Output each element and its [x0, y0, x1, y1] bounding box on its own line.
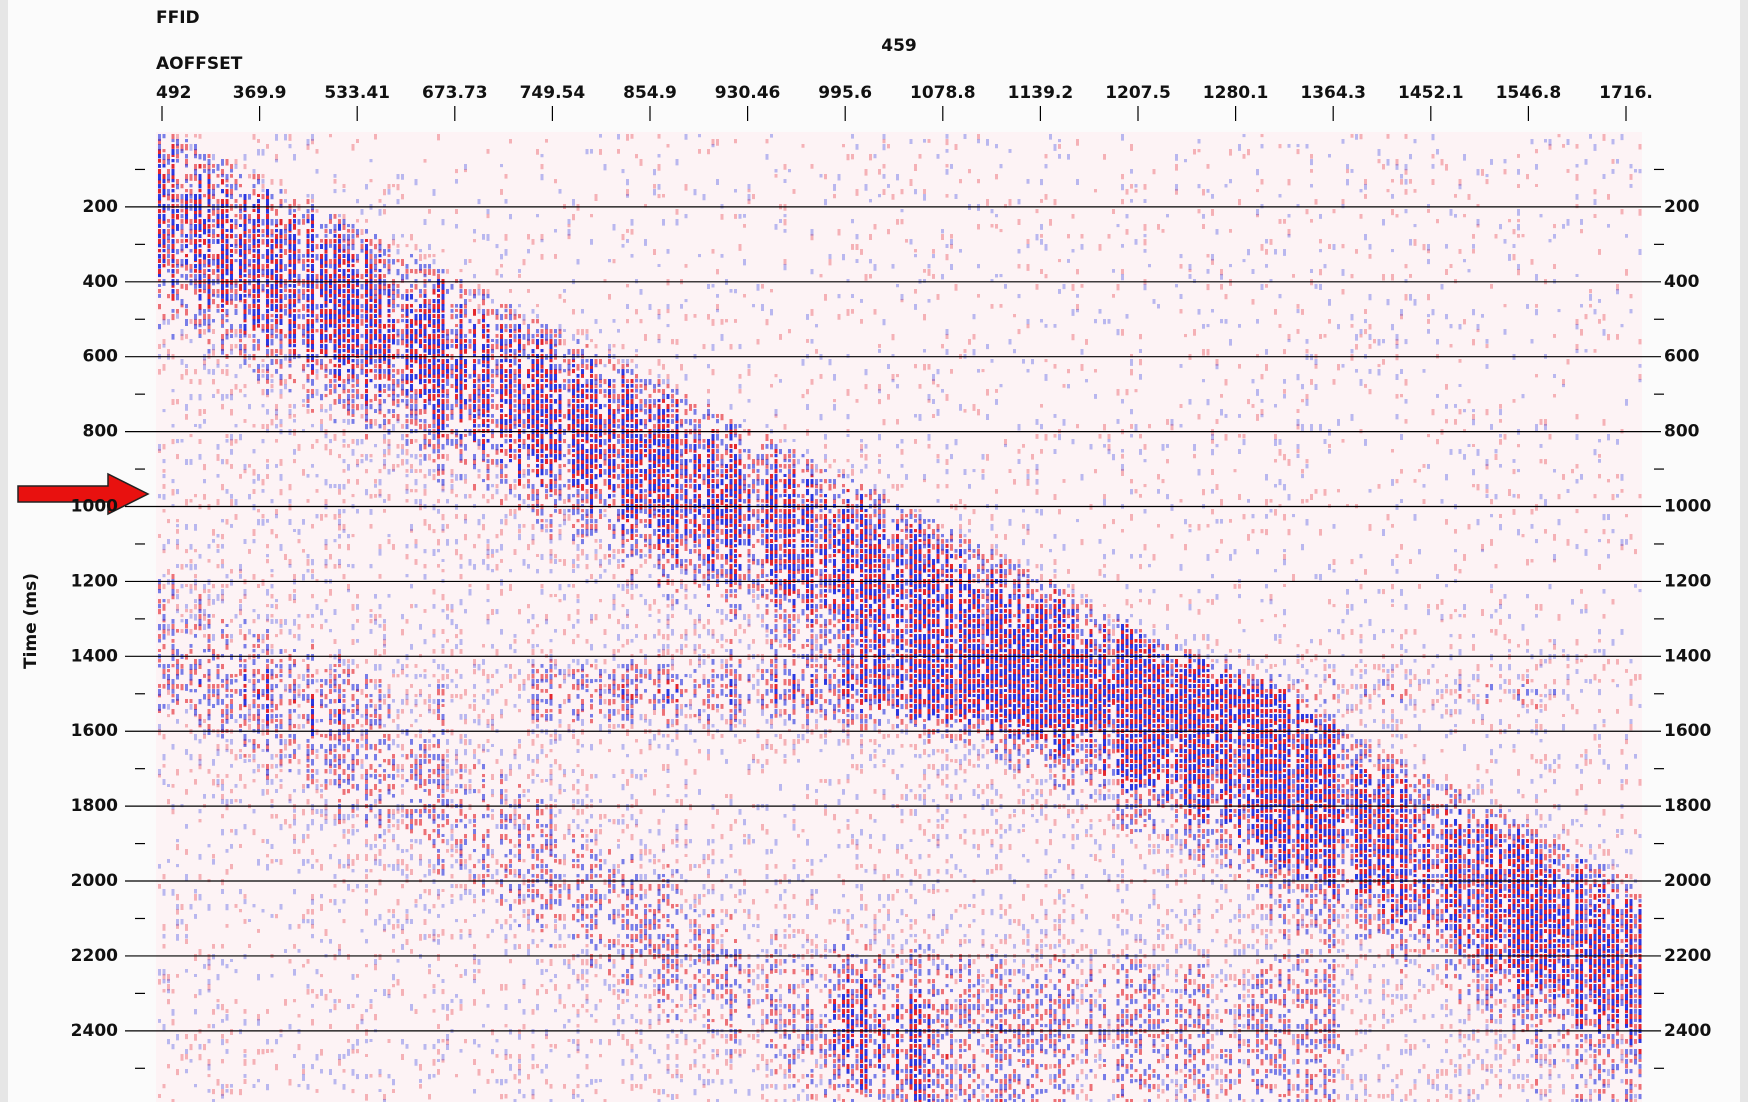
header-label: AOFFSET — [156, 54, 243, 74]
y-tick-label: 200 — [83, 197, 119, 217]
y-tick-label-right: 1800 — [1664, 796, 1711, 816]
y-tick-label-right: 2000 — [1664, 871, 1711, 891]
red-arrow — [17, 472, 150, 516]
wavelets — [158, 144, 1642, 1102]
x-tick-label: 1280.1 — [1203, 83, 1269, 103]
y-tick-label-right: 1400 — [1664, 646, 1711, 666]
y-tick-label: 1800 — [71, 796, 118, 816]
x-tick-label: 749.54 — [520, 83, 586, 103]
x-tick-label: 1452.1 — [1398, 83, 1464, 103]
y-tick-label-right: 400 — [1664, 272, 1700, 292]
y-tick-label: 2200 — [71, 946, 118, 966]
y-tick-label-right: 1200 — [1664, 571, 1711, 591]
y-tick-label: 1200 — [71, 571, 118, 591]
y-tick-label: 2000 — [71, 871, 118, 891]
x-tick-label: 995.6 — [818, 83, 872, 103]
chart-title: 459 — [881, 36, 917, 56]
y-tick-label: 1000 — [71, 497, 118, 517]
x-tick-label: 492 — [156, 83, 192, 103]
y-tick-label: 1400 — [71, 646, 118, 666]
x-tick-label: 1716. — [1599, 83, 1653, 103]
y-tick-label: 2400 — [71, 1021, 118, 1041]
x-tick-label: 533.41 — [324, 83, 390, 103]
x-tick-label: 1078.8 — [910, 83, 976, 103]
x-tick-label: 673.73 — [422, 83, 488, 103]
x-tick-label: 930.46 — [715, 83, 781, 103]
y-tick-label: 800 — [83, 422, 119, 442]
y-tick-label-right: 1600 — [1664, 721, 1711, 741]
x-tick-label: 1546.8 — [1496, 83, 1562, 103]
x-tick-label: 369.9 — [233, 83, 287, 103]
y-tick-label: 400 — [83, 272, 119, 292]
y-tick-label: 600 — [83, 347, 119, 367]
y-tick-label-right: 1000 — [1664, 497, 1711, 517]
y-tick-label-right: 200 — [1664, 197, 1700, 217]
y-tick-label: 1600 — [71, 721, 118, 741]
arrow — [17, 472, 150, 516]
seismic-texture — [158, 134, 1642, 1102]
y-tick-label-right: 2400 — [1664, 1021, 1711, 1041]
x-tick-label: 854.9 — [623, 83, 677, 103]
y-axis-title: Time (ms) — [21, 573, 41, 669]
y-tick-label-right: 600 — [1664, 347, 1700, 367]
x-tick-label: 1364.3 — [1300, 83, 1366, 103]
x-tick-label: 1207.5 — [1105, 83, 1171, 103]
header-label: FFID — [156, 8, 200, 28]
y-tick-label-right: 800 — [1664, 422, 1700, 442]
x-tick-label: 1139.2 — [1008, 83, 1074, 103]
y-tick-label-right: 2200 — [1664, 946, 1711, 966]
